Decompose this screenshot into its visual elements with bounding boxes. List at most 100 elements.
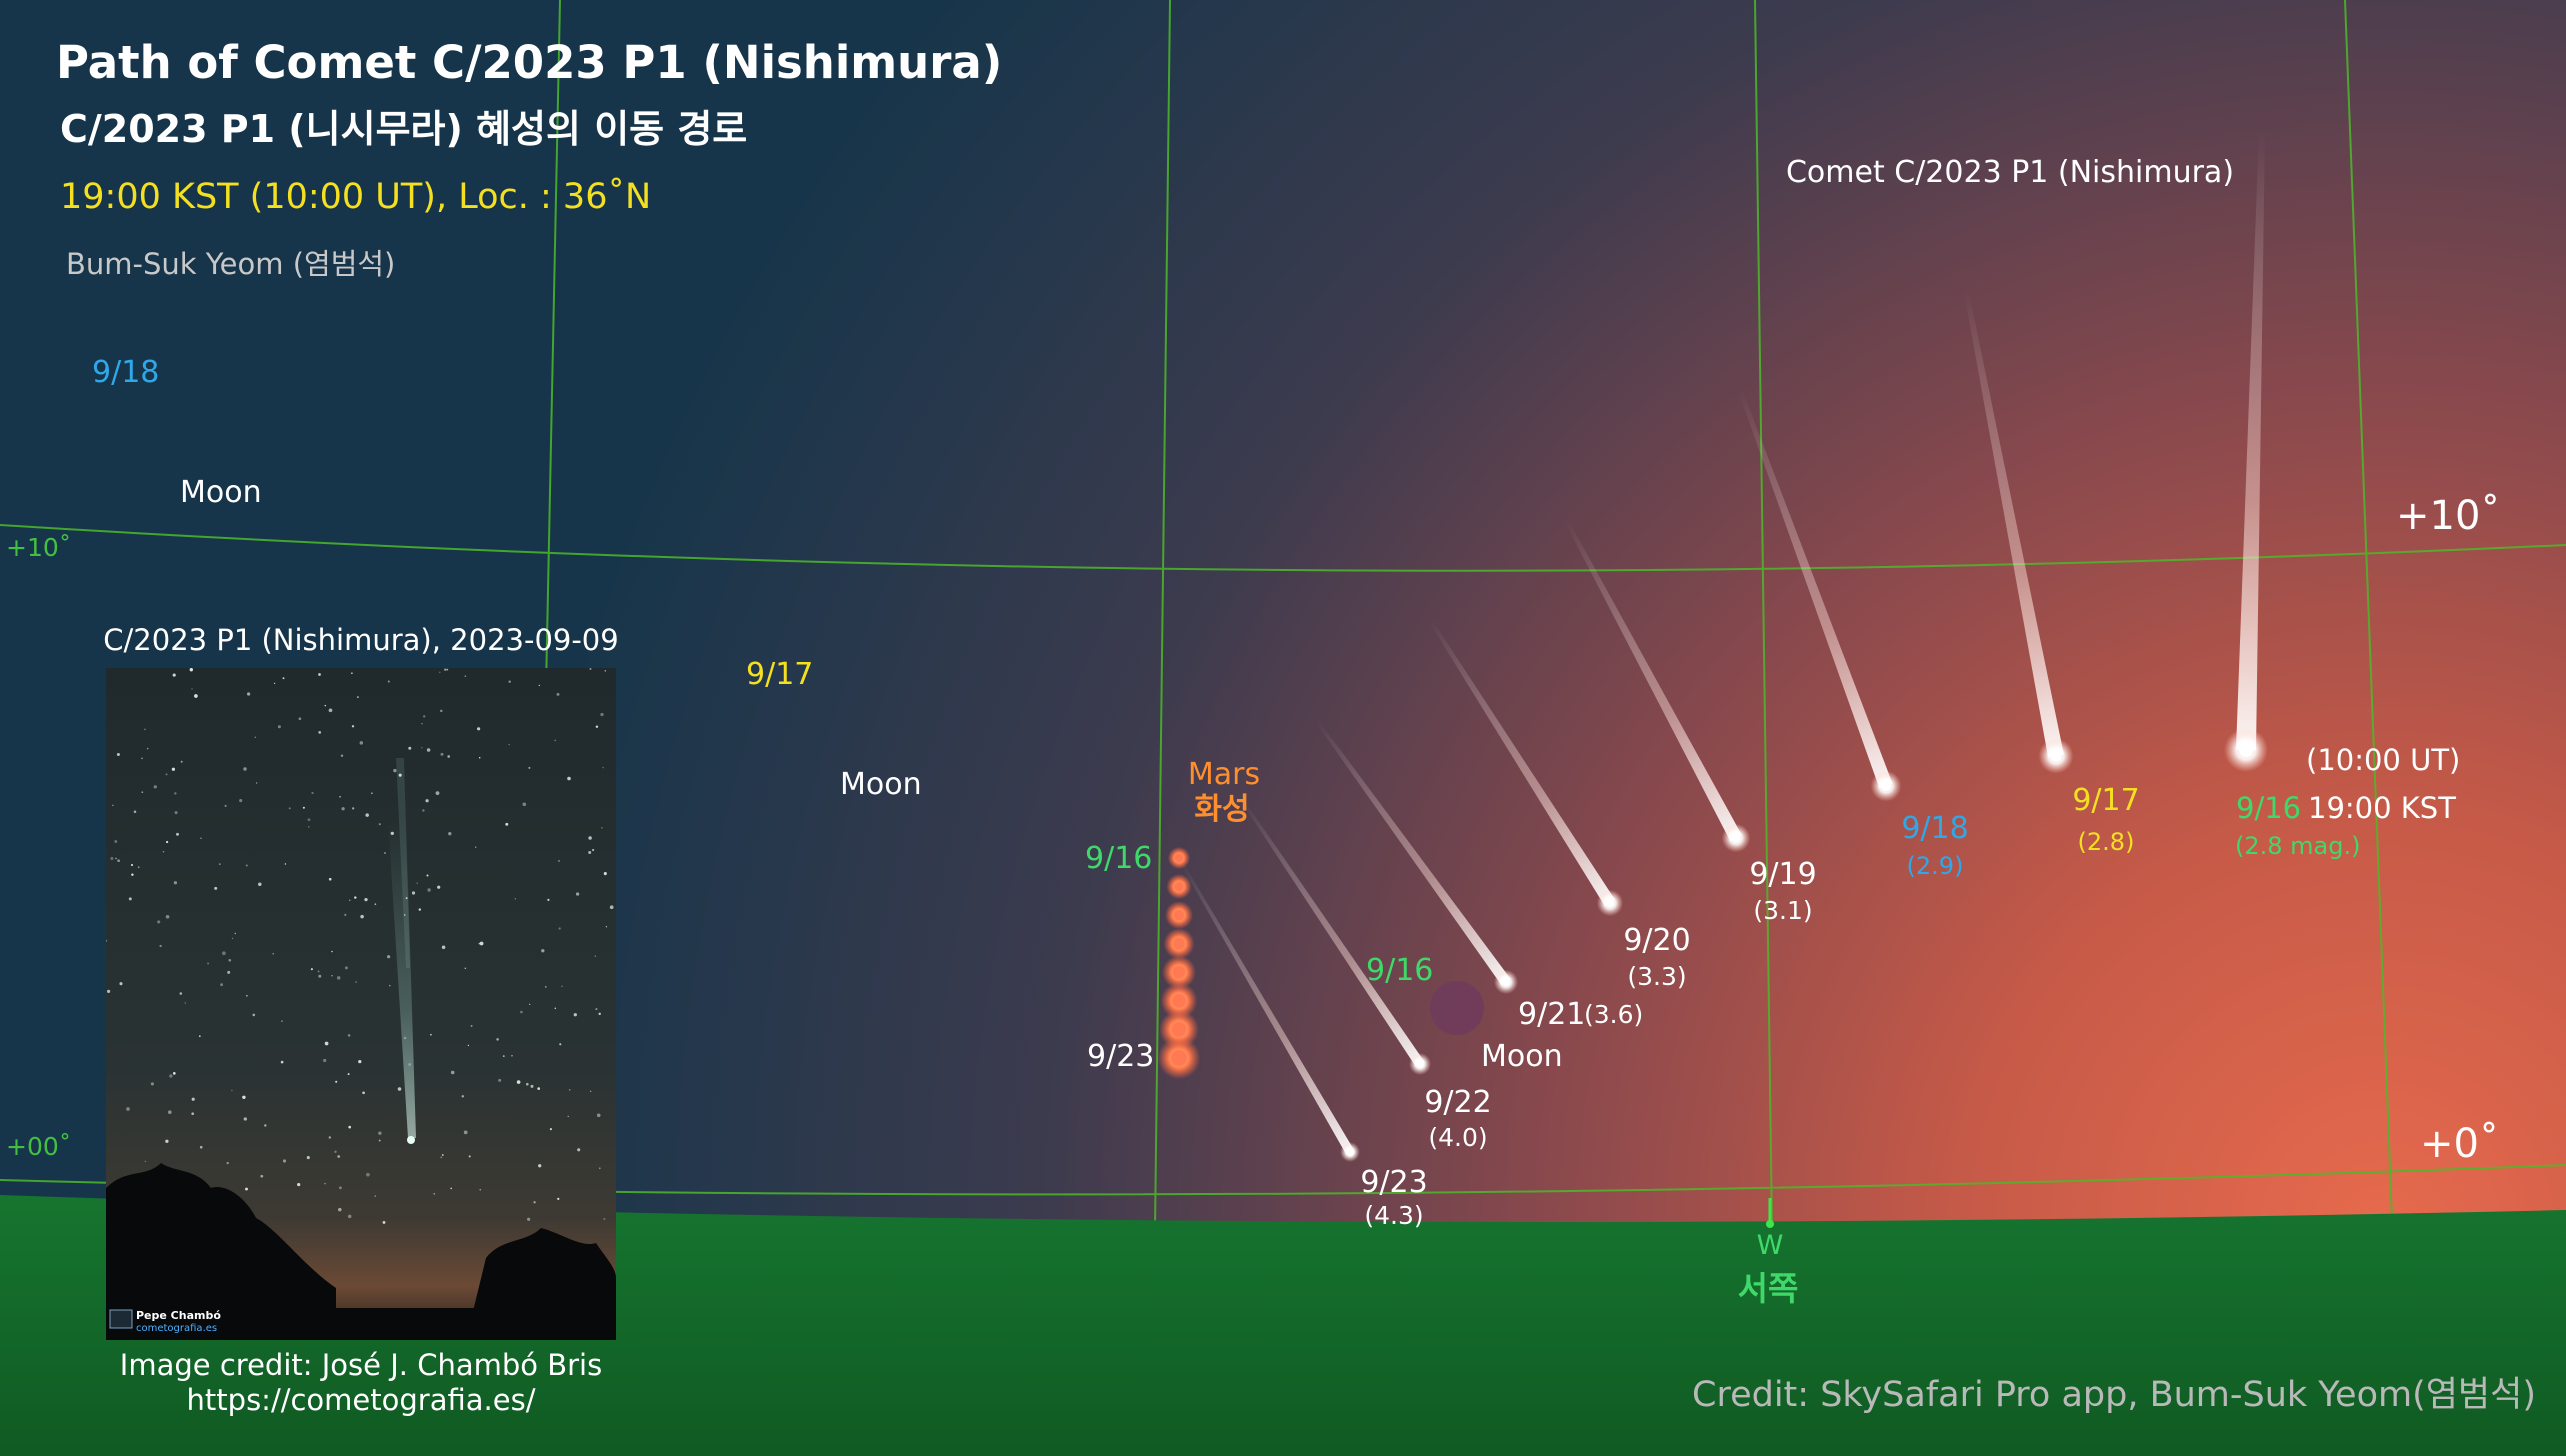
photo-star	[440, 709, 443, 713]
photo-star	[328, 877, 332, 881]
photo-star	[252, 1013, 256, 1017]
photo-star	[243, 767, 247, 771]
photo-star	[508, 680, 511, 683]
photo-star	[323, 1058, 327, 1063]
photo-star	[358, 1059, 362, 1064]
mars-date-start: 9/16	[1085, 841, 1153, 876]
photo-star	[165, 914, 170, 919]
photo-star	[191, 688, 193, 690]
photo-star	[374, 1195, 377, 1197]
photo-credit: Image credit: José J. Chambó Bris	[119, 1348, 603, 1382]
mars-dot	[1171, 1021, 1187, 1037]
photo-star	[318, 673, 321, 676]
comet-mag-922: (4.0)	[1428, 1123, 1488, 1152]
photo-star	[522, 802, 527, 807]
photo-star	[547, 898, 550, 901]
photo-star	[505, 822, 509, 826]
photo-star	[423, 715, 426, 718]
photo-star	[331, 975, 333, 977]
photo-star	[575, 892, 580, 896]
time-location: 19:00 KST (10:00 UT), Loc. : 36˚N	[60, 177, 652, 217]
photo-star	[256, 782, 258, 784]
photo-star	[588, 850, 592, 855]
photo-star	[387, 680, 390, 683]
photo-star	[378, 1131, 382, 1135]
photo-star	[218, 863, 221, 865]
comet-923	[1178, 859, 1360, 1162]
photo-star	[162, 851, 165, 853]
photo-star	[341, 807, 345, 811]
photo-star	[133, 810, 137, 814]
comet-time-916: 19:00 KST	[2308, 791, 2456, 825]
photo-star	[172, 673, 176, 677]
comet-919	[1564, 519, 1751, 853]
photo-star	[437, 885, 441, 889]
photo-star	[544, 985, 547, 988]
moon-label-916: Moon	[1481, 1039, 1563, 1074]
photo-star	[508, 743, 511, 746]
photo-star	[541, 949, 545, 953]
photo-star	[351, 725, 355, 728]
photo-star	[366, 1172, 370, 1177]
mars-label: Mars	[1187, 757, 1261, 792]
comet-918	[1738, 389, 1902, 802]
comet-ut-916: (10:00 UT)	[2306, 743, 2461, 777]
comet-916	[2224, 129, 2268, 772]
photo-star	[447, 755, 451, 758]
photo-star	[200, 837, 202, 839]
photo-star	[411, 891, 416, 895]
mars-dot	[1173, 909, 1185, 921]
photo-star	[146, 747, 149, 750]
photo-star	[317, 970, 320, 973]
photo-star	[364, 897, 368, 902]
photo-star	[280, 1060, 284, 1064]
grid-label-zero: +00˚	[6, 1132, 72, 1161]
photo-star	[128, 897, 132, 901]
photo-star	[126, 1107, 130, 1111]
photo-star	[153, 785, 157, 789]
photo-star	[598, 1012, 601, 1016]
photo-star	[114, 840, 118, 843]
photo-star	[426, 874, 429, 877]
photo-star	[430, 1033, 432, 1036]
chart-title: Path of Comet C/2023 P1 (Nishimura)	[56, 36, 1003, 89]
photo-star	[348, 1125, 352, 1129]
photo-star	[538, 1164, 542, 1168]
photo-star	[288, 807, 291, 810]
photo-star	[347, 1034, 351, 1037]
photo-star	[573, 1013, 577, 1017]
photo-star	[173, 881, 178, 885]
photo-star	[600, 712, 604, 717]
comet-nucleus	[1605, 898, 1615, 908]
photo-star	[588, 836, 592, 840]
photo-star	[306, 1156, 310, 1160]
comet-date-919: 9/19	[1749, 857, 1817, 892]
photo-star	[498, 1078, 502, 1082]
photo-star	[351, 672, 353, 675]
comet-mag-917: (2.8)	[2077, 828, 2135, 856]
photo-star	[360, 914, 364, 919]
photo-star	[378, 1139, 381, 1142]
photo-star	[427, 888, 431, 892]
photo-star	[239, 799, 243, 803]
photo-star	[169, 1074, 173, 1078]
photo-star	[479, 1189, 481, 1191]
comet-tail	[2236, 129, 2265, 751]
photo-star	[226, 1161, 229, 1165]
photo-star	[511, 1055, 513, 1057]
photo-star	[595, 1008, 598, 1011]
comet-nucleus	[1731, 833, 1741, 843]
photo-star	[355, 981, 357, 983]
photo-star	[243, 1117, 247, 1121]
photo-star	[191, 1112, 195, 1116]
photo-star	[435, 791, 440, 795]
photo-star	[174, 811, 178, 815]
direction-west-korean: 서쪽	[1737, 1269, 1799, 1308]
photo-star	[207, 962, 210, 965]
photo-star	[443, 668, 447, 671]
photo-star	[609, 905, 614, 910]
photo-star	[589, 668, 592, 671]
photo-star	[157, 920, 161, 924]
mars-label-korean: 화성	[1194, 792, 1250, 827]
photo-star	[340, 754, 344, 757]
